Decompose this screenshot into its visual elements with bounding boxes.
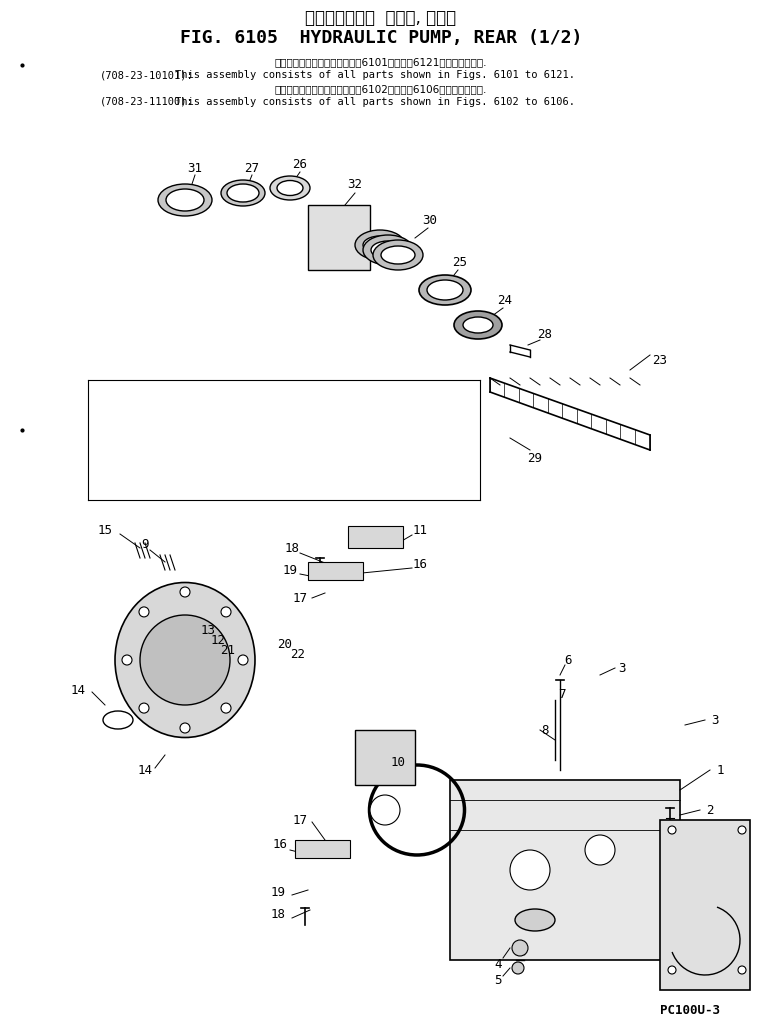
Text: 27: 27	[244, 161, 260, 175]
Text: 13: 13	[200, 623, 215, 637]
Ellipse shape	[463, 317, 493, 333]
Ellipse shape	[373, 240, 423, 270]
Ellipse shape	[158, 184, 212, 216]
Circle shape	[512, 940, 528, 956]
Ellipse shape	[355, 230, 405, 260]
Text: This assembly consists of all parts shown in Figs. 6102 to 6106.: This assembly consists of all parts show…	[175, 97, 575, 107]
Bar	[348, 526, 403, 548]
Circle shape	[139, 703, 149, 713]
Text: 20: 20	[278, 639, 292, 651]
Ellipse shape	[115, 582, 255, 737]
Text: 28: 28	[537, 329, 552, 342]
Ellipse shape	[454, 311, 502, 339]
Text: 19: 19	[270, 886, 285, 900]
Bar	[450, 779, 680, 960]
Circle shape	[668, 826, 676, 834]
Ellipse shape	[363, 236, 397, 254]
Ellipse shape	[363, 235, 413, 265]
Circle shape	[738, 826, 746, 834]
Text: 18: 18	[270, 909, 285, 921]
Circle shape	[180, 587, 190, 597]
Circle shape	[221, 607, 231, 617]
Text: 14: 14	[71, 684, 85, 696]
Text: (708-23-10101):: (708-23-10101):	[100, 70, 194, 80]
Text: 29: 29	[527, 452, 543, 464]
Text: 1: 1	[716, 763, 724, 776]
Text: This assembly consists of all parts shown in Figs. 6101 to 6121.: This assembly consists of all parts show…	[175, 70, 575, 80]
Ellipse shape	[419, 275, 471, 305]
Text: 8: 8	[541, 723, 549, 736]
Text: 2: 2	[706, 803, 714, 816]
Circle shape	[238, 655, 248, 665]
Bar	[308, 562, 363, 580]
Circle shape	[180, 723, 190, 733]
Text: 17: 17	[292, 813, 307, 827]
Bar	[308, 205, 370, 270]
Text: ハイドロリック  ポンプ, リヤー: ハイドロリック ポンプ, リヤー	[305, 9, 457, 27]
Text: 26: 26	[292, 158, 307, 172]
Ellipse shape	[381, 246, 415, 264]
Bar	[660, 820, 750, 990]
Circle shape	[140, 615, 230, 705]
Ellipse shape	[103, 711, 133, 729]
Text: 21: 21	[221, 644, 235, 656]
Text: 17: 17	[292, 592, 307, 605]
Text: 5: 5	[494, 974, 501, 987]
Text: 10: 10	[387, 749, 403, 761]
Circle shape	[510, 850, 550, 890]
Ellipse shape	[166, 189, 204, 211]
Ellipse shape	[515, 909, 555, 931]
Text: 10: 10	[390, 756, 406, 768]
Ellipse shape	[277, 181, 303, 195]
Text: 4: 4	[494, 958, 501, 972]
Ellipse shape	[221, 180, 265, 206]
Text: 32: 32	[348, 179, 362, 191]
Circle shape	[370, 795, 400, 825]
Ellipse shape	[270, 176, 310, 200]
Text: (708-23-11100):: (708-23-11100):	[100, 97, 194, 107]
Text: PC100U-3: PC100U-3	[660, 1003, 720, 1017]
Ellipse shape	[427, 280, 463, 300]
Circle shape	[139, 607, 149, 617]
Text: このアセンブリの構成部品は第6102図から第6106図まで含みます.: このアセンブリの構成部品は第6102図から第6106図まで含みます.	[275, 84, 487, 94]
Ellipse shape	[227, 184, 259, 202]
Text: 12: 12	[211, 634, 225, 647]
Circle shape	[122, 655, 132, 665]
Circle shape	[668, 966, 676, 974]
Text: 11: 11	[412, 524, 428, 536]
Text: 24: 24	[498, 294, 512, 306]
Ellipse shape	[371, 241, 405, 259]
Circle shape	[738, 966, 746, 974]
Text: 19: 19	[282, 564, 298, 576]
Text: 31: 31	[187, 161, 202, 175]
Bar	[355, 730, 415, 785]
Text: 16: 16	[412, 559, 428, 571]
Circle shape	[512, 962, 524, 974]
Text: 18: 18	[285, 541, 300, 555]
Text: 3: 3	[712, 714, 718, 726]
Text: 15: 15	[97, 524, 113, 536]
Circle shape	[585, 835, 615, 865]
Bar	[295, 840, 350, 858]
Text: 22: 22	[291, 648, 305, 661]
Text: 16: 16	[272, 838, 288, 851]
Text: 25: 25	[453, 256, 467, 268]
Text: 9: 9	[142, 538, 148, 551]
Text: 14: 14	[138, 763, 152, 776]
Text: 23: 23	[652, 353, 667, 367]
Text: 6: 6	[564, 653, 572, 667]
Text: 30: 30	[422, 214, 438, 227]
Text: 3: 3	[618, 661, 626, 675]
Circle shape	[221, 703, 231, 713]
Text: 7: 7	[559, 688, 565, 701]
Text: このアセンブリの構成部品は第6101図から第6121図まで含みます.: このアセンブリの構成部品は第6101図から第6121図まで含みます.	[275, 58, 487, 67]
Text: FIG. 6105  HYDRAULIC PUMP, REAR (1/2): FIG. 6105 HYDRAULIC PUMP, REAR (1/2)	[180, 29, 582, 47]
